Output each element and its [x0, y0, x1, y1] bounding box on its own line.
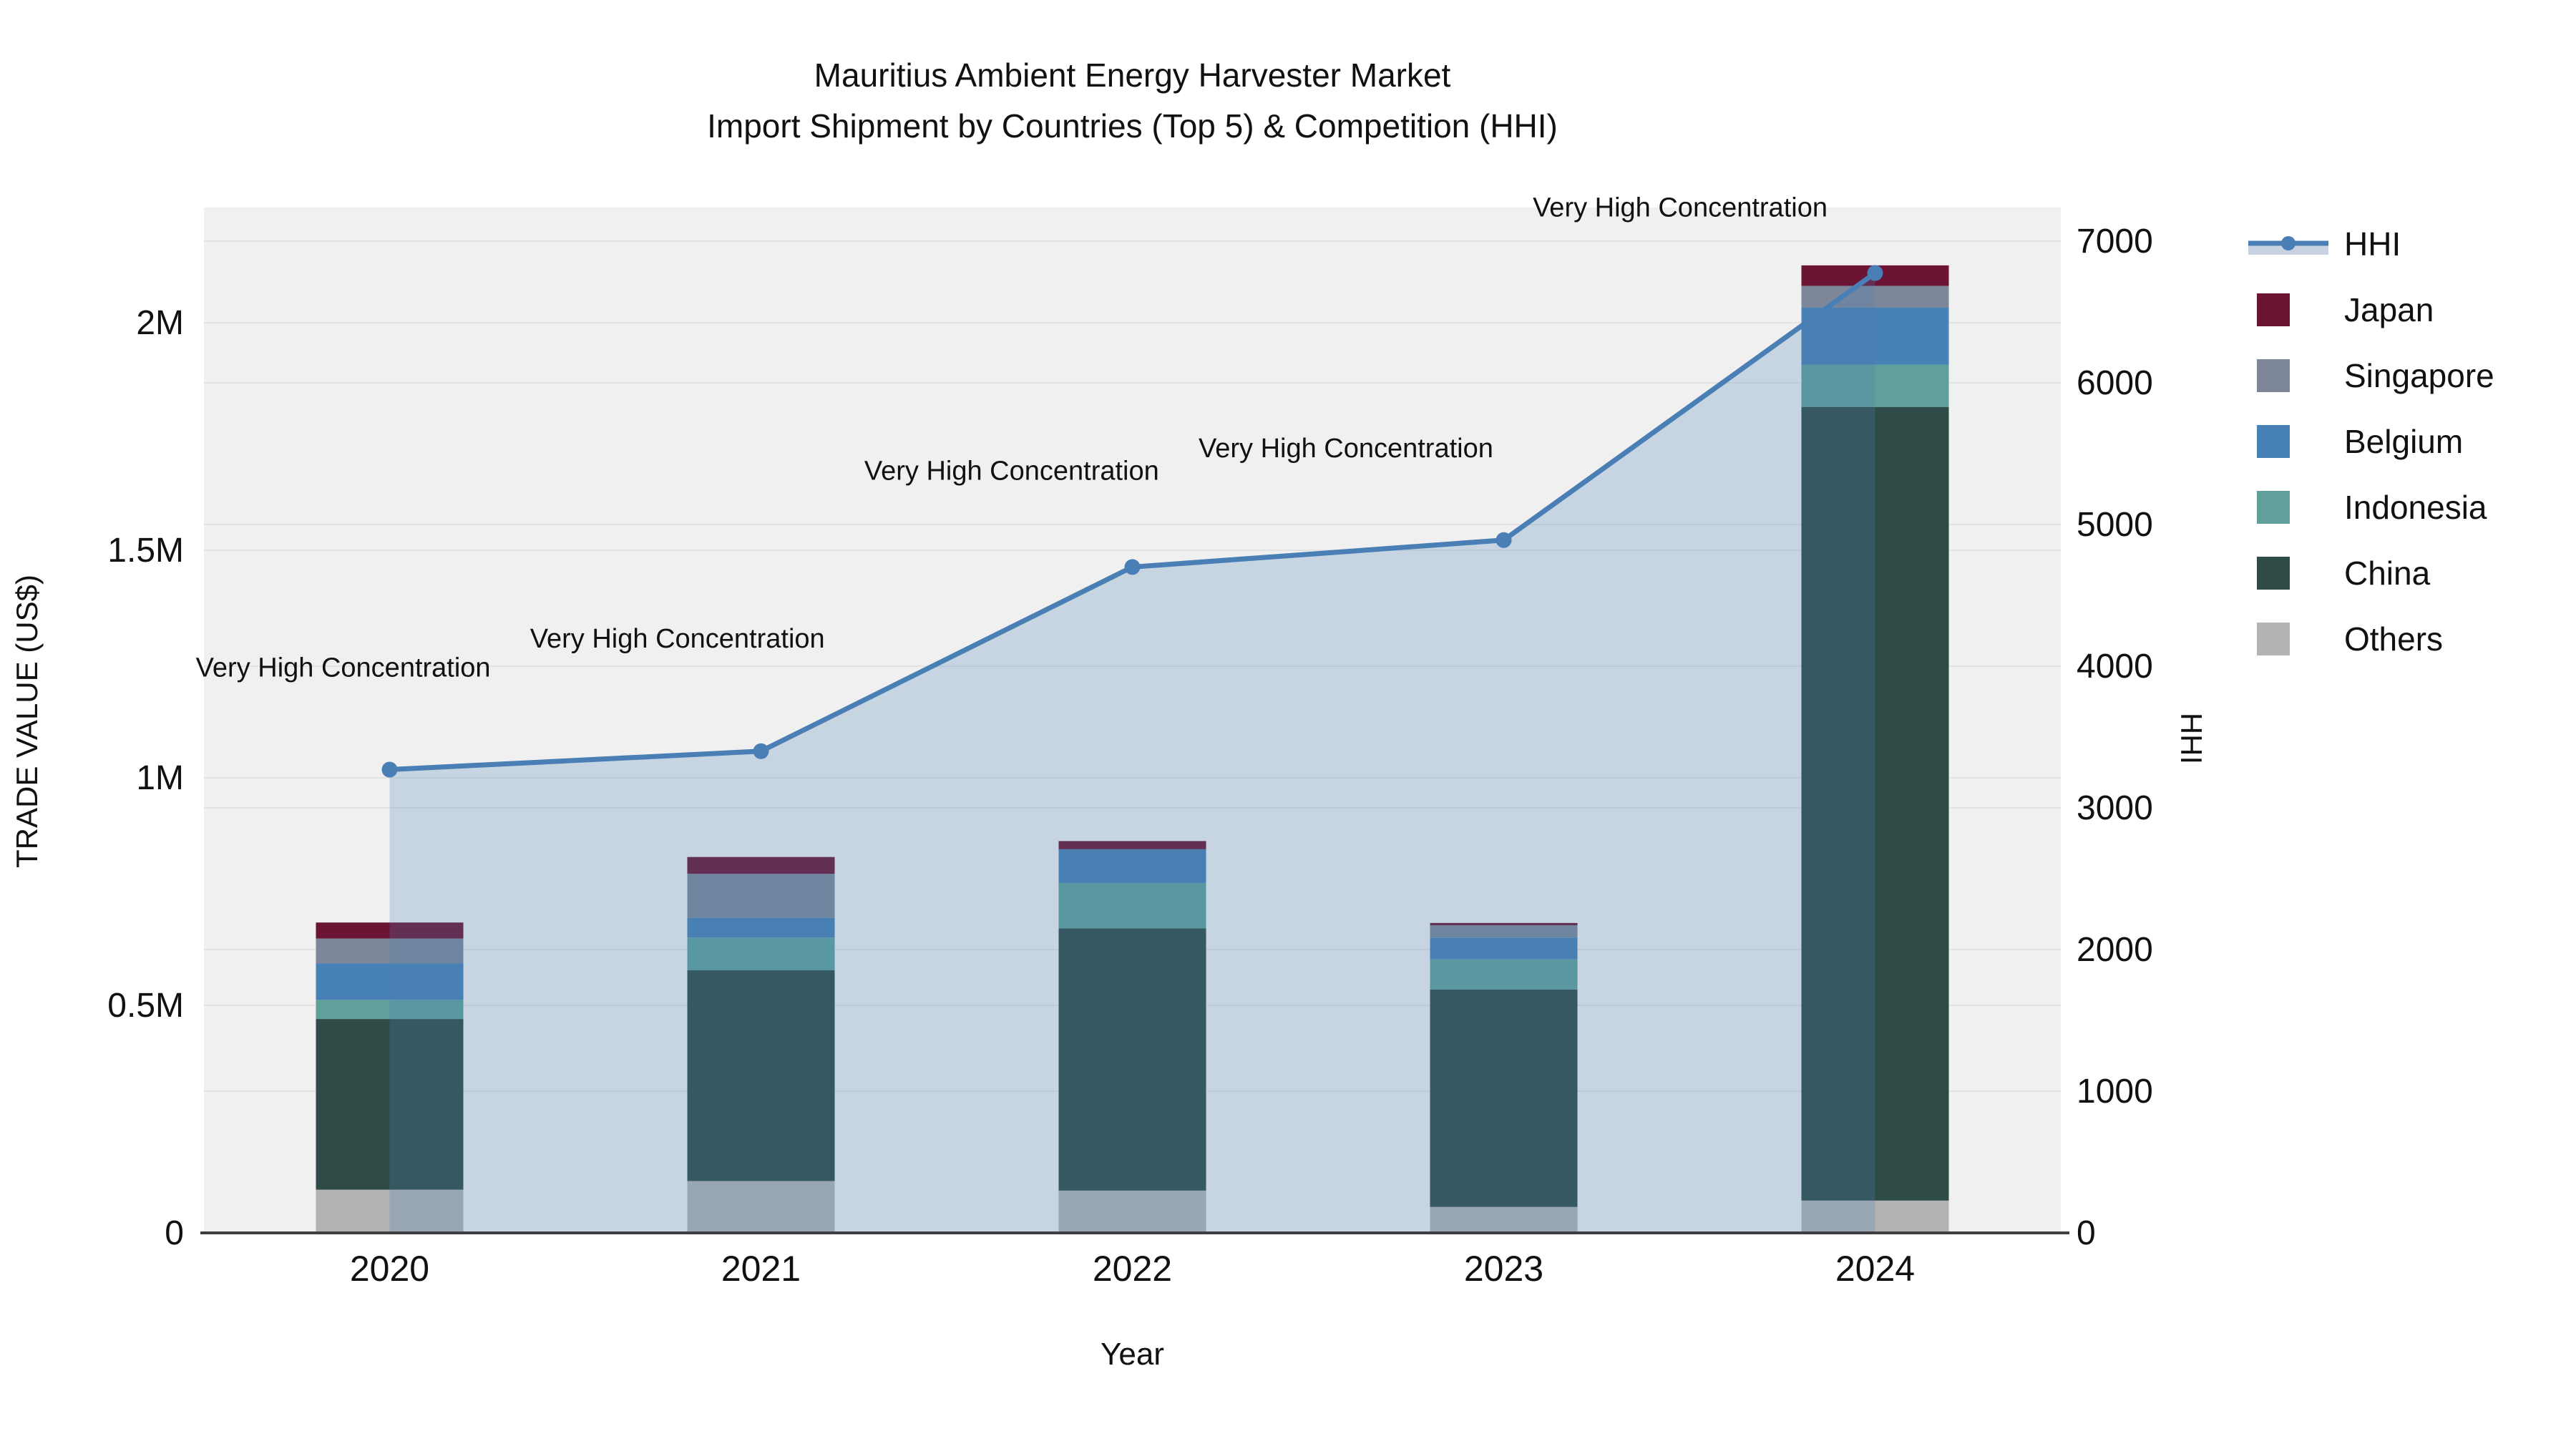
chart-subtitle: Import Shipment by Countries (Top 5) & C…	[707, 107, 1558, 145]
legend-item-belgium[interactable]: Belgium	[2247, 423, 2576, 460]
y-left-tick-2M: 2M	[136, 304, 184, 342]
singapore-color-swatch-icon	[2257, 359, 2290, 392]
x-axis-title: Year	[1101, 1337, 1164, 1372]
legend-swatch-indonesia	[2247, 491, 2330, 524]
hhi-marker-2020	[381, 761, 398, 778]
indonesia-color-swatch-icon	[2257, 491, 2290, 524]
chart-title: Mauritius Ambient Energy Harvester Marke…	[814, 57, 1451, 94]
bar-2021-singapore	[687, 874, 835, 918]
bar-2021-japan	[687, 857, 835, 874]
legend-swatch-belgium	[2247, 425, 2330, 458]
bar-2024-singapore	[1801, 286, 1949, 308]
y-right-tick-2000: 2000	[2077, 931, 2153, 969]
x-tick-2023: 2023	[1464, 1249, 1543, 1289]
bar-2021-belgium	[687, 917, 835, 938]
bar-2020-indonesia	[316, 1000, 464, 1020]
hhi-area-fill	[389, 273, 1875, 1233]
y-right-tick-1000: 1000	[2077, 1073, 2153, 1111]
legend: HHI Japan Singapore Belgium Indonesia China Ot…	[2247, 225, 2576, 688]
hhi-marker-2022	[1124, 559, 1141, 575]
legend-item-singapore[interactable]: Singapore	[2247, 357, 2576, 394]
y-right-tick-3000: 3000	[2077, 789, 2153, 827]
legend-swatch-china	[2247, 557, 2330, 590]
annotation-2023: Very High Concentration	[1199, 434, 1493, 464]
bar-2024-indonesia	[1801, 364, 1949, 407]
hhi-marker-2024	[1867, 265, 1883, 281]
y-left-tick-1.5M: 1.5M	[107, 532, 184, 570]
japan-color-swatch-icon	[2257, 293, 2290, 326]
belgium-color-swatch-icon	[2257, 425, 2290, 458]
legend-item-japan[interactable]: Japan	[2247, 291, 2576, 328]
bar-2022-others	[1058, 1190, 1206, 1233]
annotation-2021: Very High Concentration	[530, 624, 825, 654]
bar-2023-china	[1430, 989, 1578, 1207]
bar-2020-japan	[316, 922, 464, 939]
hhi-line-icon	[2248, 236, 2328, 255]
legend-label-japan: Japan	[2344, 291, 2434, 328]
bar-2023-japan	[1430, 922, 1578, 926]
y-left-tick-0: 0	[165, 1214, 184, 1252]
x-tick-2022: 2022	[1093, 1249, 1172, 1289]
china-color-swatch-icon	[2257, 557, 2290, 590]
legend-label-indonesia: Indonesia	[2344, 489, 2487, 526]
bar-2021-indonesia	[687, 937, 835, 971]
bar-2022-japan	[1058, 841, 1206, 849]
bar-2022-indonesia	[1058, 882, 1206, 929]
annotation-2022: Very High Concentration	[864, 456, 1159, 486]
bar-2020-others	[316, 1189, 464, 1233]
bar-2024-china	[1801, 406, 1949, 1201]
bar-2022-china	[1058, 928, 1206, 1191]
legend-swatch-hhi	[2247, 228, 2330, 260]
legend-label-singapore: Singapore	[2344, 357, 2494, 394]
others-color-swatch-icon	[2257, 623, 2290, 655]
legend-swatch-others	[2247, 623, 2330, 655]
chart-title-block: Mauritius Ambient Energy Harvester Marke…	[204, 50, 2061, 152]
x-tick-2024: 2024	[1835, 1249, 1915, 1289]
annotation-2020: Very High Concentration	[196, 653, 491, 683]
bar-2023-indonesia	[1430, 959, 1578, 990]
y-right-tick-0: 0	[2077, 1214, 2096, 1252]
bar-2024-belgium	[1801, 308, 1949, 365]
bar-2023-singapore	[1430, 925, 1578, 938]
y-right-tick-5000: 5000	[2077, 506, 2153, 544]
bar-2020-singapore	[316, 938, 464, 964]
bar-2020-china	[316, 1019, 464, 1190]
bar-2021-china	[687, 970, 835, 1181]
bar-2023-others	[1430, 1206, 1578, 1233]
x-tick-2020: 2020	[350, 1249, 429, 1289]
legend-item-others[interactable]: Others	[2247, 620, 2576, 658]
bar-2022-belgium	[1058, 849, 1206, 883]
legend-swatch-japan	[2247, 293, 2330, 326]
x-tick-2021: 2021	[721, 1249, 801, 1289]
legend-label-others: Others	[2344, 620, 2444, 658]
legend-label-hhi: HHI	[2344, 225, 2401, 263]
y-left-tick-1M: 1M	[136, 759, 184, 797]
legend-label-china: China	[2344, 555, 2431, 592]
annotation-2024: Very High Concentration	[1533, 193, 1828, 223]
y-right-tick-4000: 4000	[2077, 648, 2153, 686]
y-right-tick-7000: 7000	[2077, 223, 2153, 260]
bar-2021-others	[687, 1181, 835, 1233]
bar-2020-belgium	[316, 963, 464, 1000]
hhi-marker-2023	[1496, 532, 1512, 548]
legend-item-china[interactable]: China	[2247, 555, 2576, 592]
y-left-tick-0.5M: 0.5M	[107, 987, 184, 1025]
bar-2024-others	[1801, 1200, 1949, 1233]
bar-2023-belgium	[1430, 937, 1578, 960]
hhi-marker-2021	[753, 743, 769, 759]
legend-swatch-singapore	[2247, 359, 2330, 392]
legend-item-hhi[interactable]: HHI	[2247, 225, 2576, 263]
y-right-tick-6000: 6000	[2077, 364, 2153, 402]
legend-item-indonesia[interactable]: Indonesia	[2247, 489, 2576, 526]
legend-label-belgium: Belgium	[2344, 423, 2464, 460]
